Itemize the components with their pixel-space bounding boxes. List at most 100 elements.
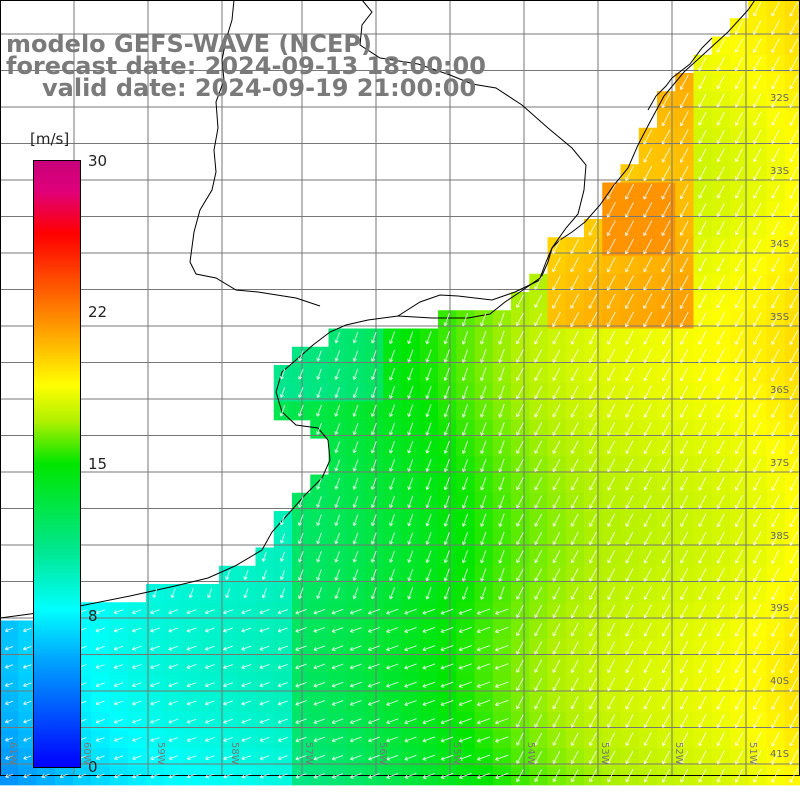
wind-arrow: [716, 586, 725, 601]
wind-arrow: [570, 622, 579, 637]
wind-arrow: [698, 495, 707, 509]
lat-label: 39S: [770, 603, 790, 614]
wind-arrow: [698, 640, 707, 655]
wind-arrow: [588, 385, 597, 400]
wind-arrow: [661, 641, 670, 655]
wind-arrow: [789, 531, 798, 546]
wind-arrow: [607, 403, 616, 418]
wind-arrow: [643, 293, 653, 309]
wind-arrow: [204, 682, 215, 688]
wind-arrow: [407, 404, 414, 418]
wind-arrow: [753, 93, 762, 108]
wind-arrow: [680, 531, 689, 546]
wind-arrow: [643, 311, 653, 328]
wind-arrow: [662, 495, 670, 509]
wind-arrow: [186, 773, 197, 779]
wind-arrow: [607, 531, 616, 546]
wind-arrow: [643, 275, 653, 291]
wind-arrow: [295, 663, 307, 670]
wind-arrow: [753, 403, 762, 418]
wind-arrow: [570, 513, 579, 527]
wind-arrow: [461, 513, 469, 527]
wind-arrow: [789, 385, 798, 400]
wind-arrow: [552, 531, 561, 545]
wind-arrow: [349, 718, 362, 725]
wind-arrow: [588, 220, 598, 236]
wind-arrow: [297, 496, 304, 508]
forecast-date: forecast date: 2024-09-13 18:00:00: [6, 52, 486, 80]
wind-arrow: [132, 700, 142, 706]
wind-arrow: [643, 714, 652, 728]
wind-arrow: [458, 772, 472, 779]
wind-arrow: [698, 750, 707, 765]
wind-arrow: [698, 111, 707, 126]
wind-arrow: [716, 330, 725, 345]
wind-arrow: [349, 663, 362, 670]
wind-arrow: [643, 257, 653, 273]
wind-arrow: [204, 700, 215, 706]
wind-arrow: [716, 348, 725, 364]
wind-arrow: [386, 645, 399, 652]
wind-arrow: [461, 532, 469, 545]
wind-arrow: [607, 385, 616, 400]
wind-arrow: [279, 569, 286, 581]
wind-arrow: [625, 531, 634, 546]
wind-arrow: [753, 549, 762, 564]
wind-arrow: [734, 275, 744, 291]
wind-arrow: [643, 238, 653, 255]
wind-arrow: [734, 129, 744, 144]
wind-arrow: [443, 331, 450, 345]
wind-arrow: [716, 111, 725, 126]
wind-arrow: [771, 293, 780, 309]
wind-arrow: [425, 385, 432, 399]
wind-arrow: [734, 312, 744, 327]
wind-arrow: [643, 476, 652, 491]
wind-arrow: [498, 440, 505, 455]
wind-arrow: [422, 736, 436, 743]
wind-arrow: [223, 645, 234, 651]
wind-arrow: [643, 531, 652, 546]
wind-arrow: [698, 768, 707, 783]
wind-arrow: [204, 645, 215, 651]
wind-arrow: [552, 495, 561, 509]
wind-arrow: [150, 664, 160, 669]
wind-arrow: [334, 514, 341, 527]
wind-arrow: [771, 732, 780, 747]
wind-arrow: [753, 385, 762, 400]
wind-arrow: [753, 440, 762, 455]
wind-arrow: [716, 221, 725, 236]
wind-arrow: [716, 294, 725, 309]
wind-arrow: [625, 622, 634, 637]
wind-arrow: [716, 403, 725, 418]
wind-arrow: [389, 514, 395, 527]
wind-arrow: [131, 627, 142, 633]
wind-arrow: [680, 367, 689, 382]
wind-arrow: [643, 202, 653, 218]
wind-arrow: [23, 700, 32, 706]
wind-arrow: [753, 221, 762, 236]
wind-arrow: [132, 737, 142, 742]
wind-arrow: [607, 769, 616, 783]
wind-arrow: [425, 550, 432, 563]
wind-arrow: [186, 627, 197, 633]
wind-arrow: [389, 477, 395, 490]
wind-arrow: [753, 677, 762, 692]
wind-arrow: [150, 755, 160, 761]
wind-arrow: [661, 311, 671, 328]
wind-arrow: [734, 421, 744, 436]
wind-arrow: [334, 441, 341, 454]
wind-arrow: [534, 732, 543, 746]
wind-arrow: [753, 513, 762, 528]
wind-arrow: [771, 38, 780, 53]
wind-arrow: [4, 627, 14, 633]
wind-arrow: [698, 130, 707, 144]
wind-arrow: [625, 348, 634, 363]
wind-arrow: [516, 623, 524, 637]
wind-arrow: [606, 293, 616, 309]
wind-arrow: [716, 568, 725, 582]
wind-arrow: [370, 587, 377, 600]
wind-arrow: [680, 440, 689, 455]
wind-arrow: [277, 718, 288, 724]
wind-arrow: [168, 663, 179, 669]
wind-arrow: [661, 92, 671, 109]
